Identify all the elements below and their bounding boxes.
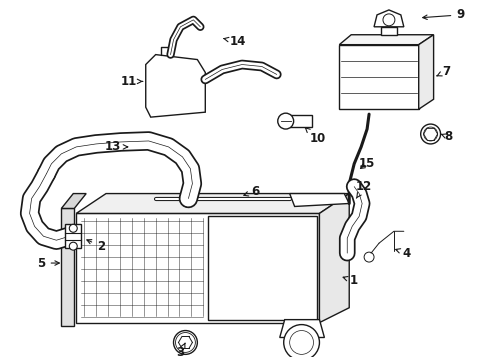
Polygon shape — [339, 35, 434, 45]
Text: 10: 10 — [305, 128, 325, 145]
Polygon shape — [381, 27, 397, 35]
Polygon shape — [146, 55, 205, 117]
Circle shape — [421, 124, 441, 144]
Circle shape — [284, 325, 319, 360]
Polygon shape — [419, 35, 434, 109]
Circle shape — [69, 224, 77, 232]
Polygon shape — [208, 216, 318, 320]
Polygon shape — [61, 194, 86, 208]
Bar — [65, 224, 81, 248]
Text: 7: 7 — [437, 65, 451, 78]
Text: 11: 11 — [121, 75, 143, 88]
Text: 5: 5 — [37, 257, 59, 270]
Text: 9: 9 — [423, 8, 465, 21]
Text: 3: 3 — [176, 343, 185, 359]
Polygon shape — [76, 194, 349, 213]
Text: 2: 2 — [87, 240, 105, 253]
Text: 1: 1 — [343, 274, 358, 287]
Circle shape — [173, 330, 197, 354]
Polygon shape — [319, 194, 349, 323]
Polygon shape — [374, 10, 404, 27]
Text: 14: 14 — [224, 35, 246, 48]
Text: 15: 15 — [359, 157, 375, 170]
Polygon shape — [76, 213, 319, 323]
Circle shape — [278, 113, 294, 129]
Polygon shape — [290, 194, 349, 207]
Circle shape — [69, 242, 77, 250]
Text: 6: 6 — [244, 185, 259, 198]
Text: 12: 12 — [356, 180, 372, 198]
Text: 13: 13 — [105, 140, 127, 153]
Text: 8: 8 — [441, 130, 453, 144]
Polygon shape — [290, 115, 313, 127]
Polygon shape — [339, 45, 419, 109]
Polygon shape — [280, 320, 324, 337]
Text: 4: 4 — [396, 247, 411, 260]
Polygon shape — [61, 208, 74, 325]
